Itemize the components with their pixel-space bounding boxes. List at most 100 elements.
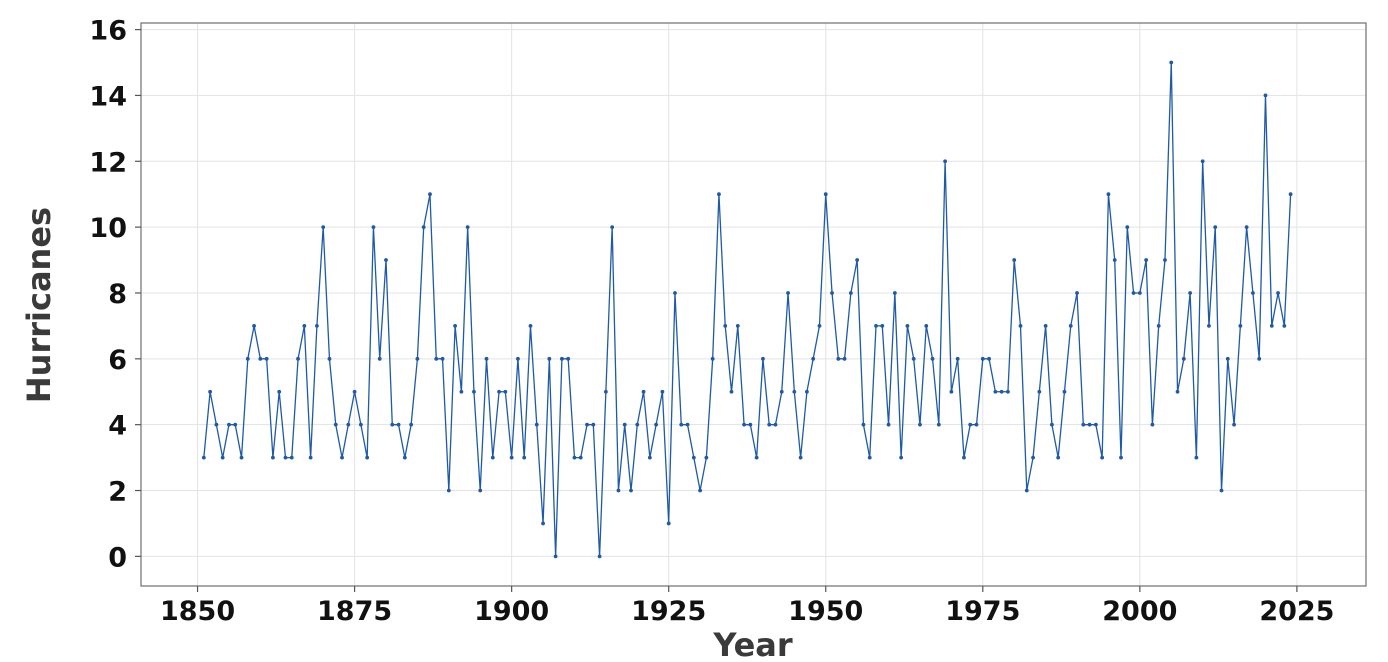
data-point <box>729 389 734 394</box>
data-point <box>698 488 703 493</box>
data-point <box>358 422 363 427</box>
data-point <box>742 422 746 427</box>
data-point <box>1219 488 1224 493</box>
data-point <box>352 389 357 394</box>
data-point <box>691 455 696 460</box>
data-point <box>547 356 552 361</box>
data-point <box>1251 291 1255 295</box>
data-point <box>1269 324 1274 328</box>
y-tick-label: 16 <box>89 16 127 47</box>
data-point <box>1282 324 1287 328</box>
data-point <box>1194 455 1199 460</box>
data-point <box>559 356 564 361</box>
data-point <box>1119 455 1123 460</box>
data-point <box>227 422 231 427</box>
data-point <box>365 455 370 460</box>
data-point <box>899 455 904 460</box>
data-point <box>924 324 929 328</box>
data-point <box>993 389 998 394</box>
data-point <box>597 554 602 559</box>
data-point <box>999 389 1004 394</box>
x-tick-label: 1950 <box>788 596 863 627</box>
data-point <box>830 291 834 295</box>
data-point <box>585 422 589 427</box>
data-point <box>930 356 935 361</box>
data-point <box>641 389 646 394</box>
data-point <box>1006 389 1010 394</box>
data-point <box>666 521 671 526</box>
data-point <box>823 192 828 197</box>
data-point <box>748 422 753 427</box>
data-point <box>321 225 326 230</box>
data-point <box>685 422 690 427</box>
data-point <box>773 422 778 427</box>
data-point <box>1238 324 1243 328</box>
data-point <box>572 455 577 460</box>
data-point <box>1075 291 1079 295</box>
data-point <box>1068 324 1073 328</box>
data-point <box>1081 422 1086 427</box>
data-point <box>1031 455 1035 460</box>
data-point <box>541 521 545 526</box>
data-point <box>792 389 797 394</box>
data-point <box>1181 356 1186 361</box>
data-point <box>264 356 269 361</box>
data-point <box>1093 422 1098 427</box>
data-point <box>1276 291 1280 295</box>
data-point <box>962 455 966 460</box>
data-point <box>842 356 847 361</box>
data-point <box>346 422 351 427</box>
data-point <box>867 455 872 460</box>
data-point <box>252 324 256 328</box>
data-point <box>679 422 684 427</box>
data-point <box>239 455 244 460</box>
data-point <box>472 389 476 394</box>
data-point <box>987 356 991 361</box>
data-point <box>421 225 426 230</box>
data-point <box>1200 159 1205 164</box>
y-tick-label: 14 <box>89 81 127 112</box>
data-point <box>723 324 728 328</box>
data-point <box>629 488 633 493</box>
data-point <box>528 324 533 328</box>
data-point <box>1043 324 1048 328</box>
data-point <box>327 356 332 361</box>
y-tick-label: 10 <box>89 213 127 244</box>
data-point <box>798 455 803 460</box>
data-point <box>735 324 740 328</box>
data-point <box>201 455 206 460</box>
data-point <box>314 324 319 328</box>
data-point <box>767 422 772 427</box>
data-point <box>428 192 432 197</box>
data-point <box>1257 356 1262 361</box>
data-point <box>384 258 388 262</box>
data-point <box>453 324 458 328</box>
data-point <box>1263 93 1268 98</box>
data-point <box>377 356 382 361</box>
data-point <box>509 455 514 460</box>
data-point <box>811 356 816 361</box>
data-point <box>478 488 483 493</box>
plot-frame <box>140 22 1367 587</box>
data-point <box>522 455 527 460</box>
data-point <box>880 324 885 328</box>
data-point <box>1062 389 1067 394</box>
data-point <box>402 455 407 460</box>
data-point <box>396 422 401 427</box>
data-point <box>1106 192 1111 197</box>
x-tick-label: 2025 <box>1259 596 1334 627</box>
data-point <box>1150 422 1155 427</box>
data-point <box>459 389 464 394</box>
data-point <box>1169 60 1174 65</box>
data-point <box>415 356 420 361</box>
data-point <box>591 422 596 427</box>
data-point <box>340 455 344 460</box>
data-point <box>553 554 558 559</box>
data-point <box>277 389 282 394</box>
data-point <box>704 455 709 460</box>
data-point <box>980 356 985 361</box>
data-point <box>836 356 841 361</box>
data-point <box>786 291 790 295</box>
data-point <box>1188 291 1193 295</box>
data-point <box>1244 225 1249 230</box>
